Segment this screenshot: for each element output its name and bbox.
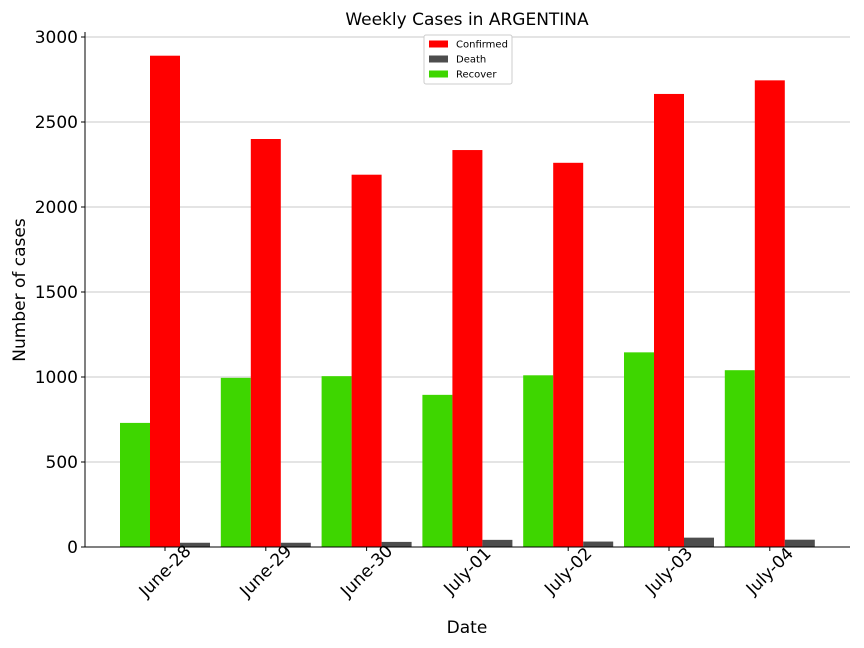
y-tick-label: 500 <box>46 453 78 473</box>
bar-recover <box>120 422 150 547</box>
legend-swatch-recover <box>429 70 448 78</box>
y-tick-label: 1000 <box>35 368 78 388</box>
y-tick-label: 2500 <box>35 113 78 133</box>
legend-swatch-death <box>429 55 448 63</box>
bar-death <box>280 542 311 547</box>
bar-recover <box>624 352 654 547</box>
bar-confirmed <box>351 174 382 547</box>
bar-death <box>784 539 815 547</box>
y-tick-label: 0 <box>67 538 78 558</box>
bar-confirmed <box>150 55 180 547</box>
bar-recover <box>724 370 755 547</box>
bar-death <box>583 541 614 547</box>
legend-label-recover: Recover <box>456 70 497 81</box>
bar-death <box>482 539 513 547</box>
bar-recover <box>523 375 554 547</box>
bar-confirmed <box>250 139 281 547</box>
x-axis-label: Date <box>447 618 488 638</box>
chart-title: Weekly Cases in ARGENTINA <box>345 10 589 30</box>
bar-death <box>381 541 412 547</box>
bar-recover <box>422 394 453 547</box>
x-tick-label: July-04 <box>742 544 798 600</box>
legend-label-death: Death <box>456 55 486 66</box>
y-tick-label: 1500 <box>35 283 78 303</box>
y-tick-label: 2000 <box>35 198 78 218</box>
legend-swatch-confirmed <box>429 40 448 48</box>
y-tick-label: 3000 <box>35 28 78 48</box>
x-tick-label: July-01 <box>440 544 496 600</box>
bar-death <box>180 542 210 547</box>
y-ticks: 0 500 1000 1500 2000 2500 3000 <box>35 28 85 558</box>
bar-confirmed <box>754 80 785 547</box>
legend: Confirmed Death Recover <box>423 34 513 85</box>
y-axis-label: Number of cases <box>10 218 30 362</box>
x-tick-label: July-02 <box>540 544 596 600</box>
bar-recover <box>321 376 352 547</box>
bar-confirmed <box>654 93 684 547</box>
bar-death <box>684 537 714 547</box>
bars-group <box>120 55 815 548</box>
x-tick-label: July-03 <box>641 544 697 600</box>
bar-confirmed <box>553 162 584 548</box>
legend-label-confirmed: Confirmed <box>456 40 508 51</box>
bar-confirmed <box>452 150 483 548</box>
bar-recover <box>220 377 251 547</box>
x-ticks: June-28 June-29 June-30 July-01 July-02 July-… <box>135 541 798 602</box>
